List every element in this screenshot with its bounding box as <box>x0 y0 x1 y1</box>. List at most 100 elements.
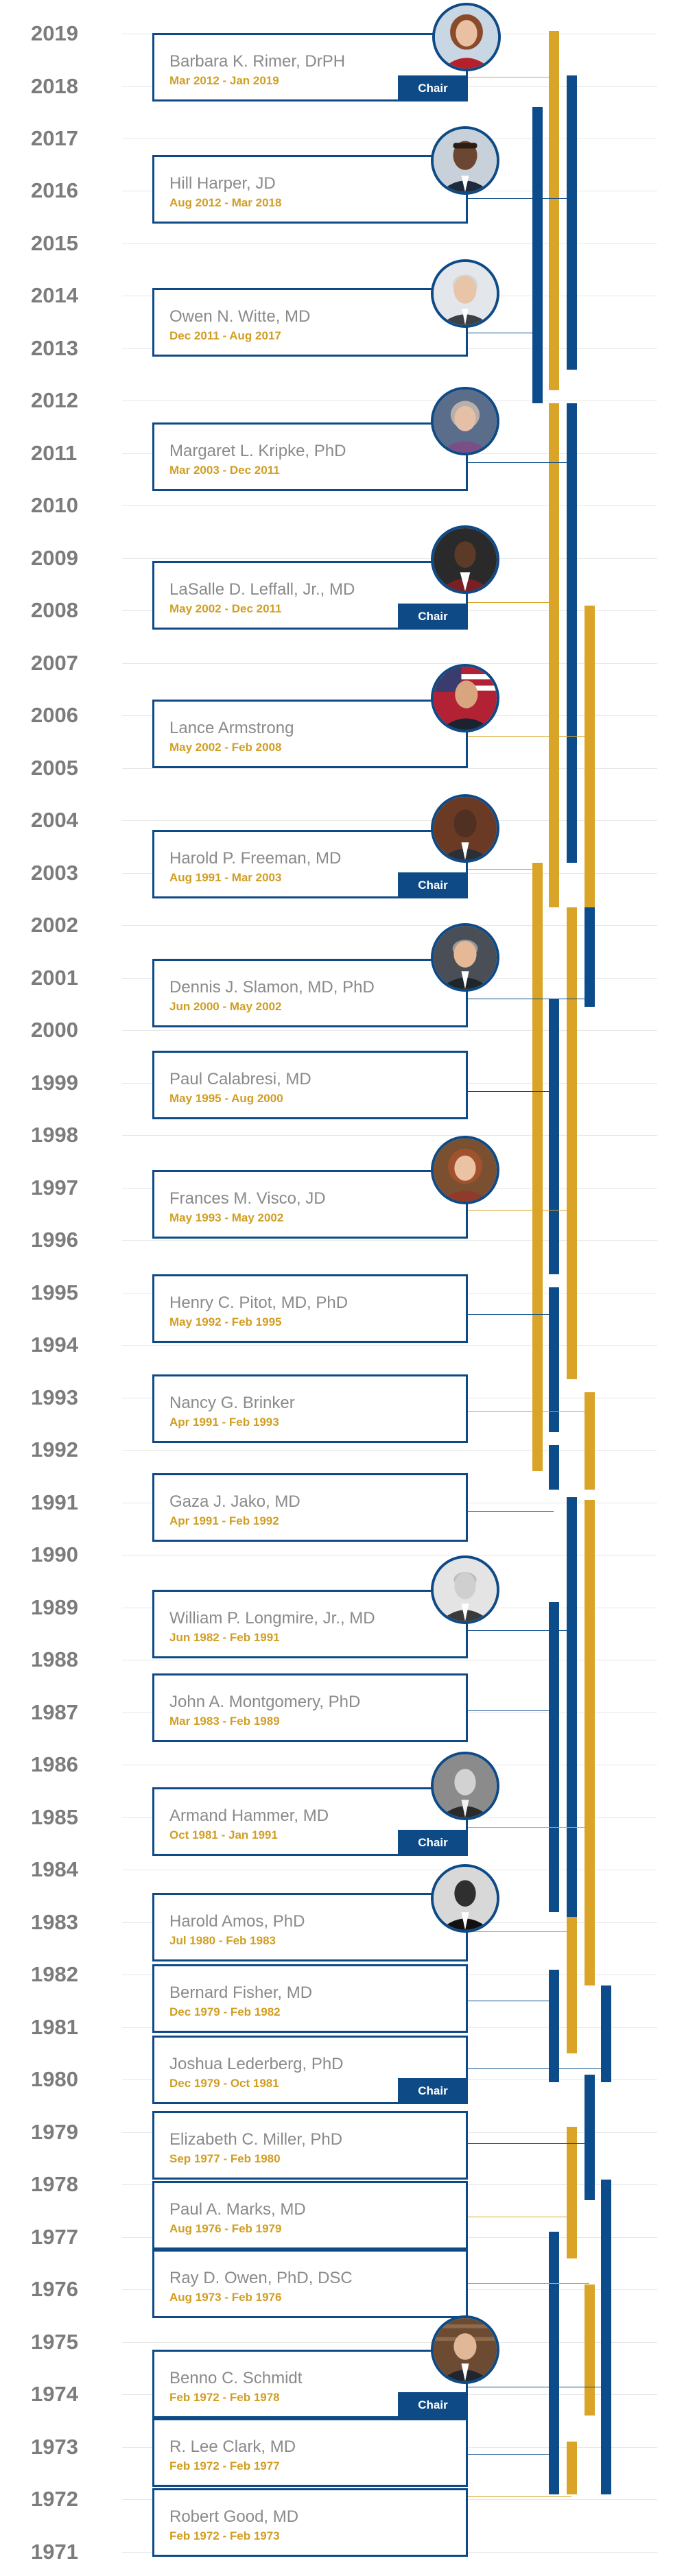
member-term: May 2002 - Feb 2008 <box>169 741 282 754</box>
member-card[interactable]: Bernard Fisher, MD Dec 1979 - Feb 1982 <box>152 1964 468 2033</box>
connector-line <box>468 869 537 870</box>
member-term: Aug 1976 - Feb 1979 <box>169 2222 282 2235</box>
member-name: Dennis J. Slamon, MD, PhD <box>169 978 375 997</box>
term-bar <box>567 1497 577 1952</box>
year-label: 2007 <box>31 651 78 675</box>
member-card[interactable]: Barbara K. Rimer, DrPH Mar 2012 - Jan 20… <box>152 33 468 102</box>
member-term: Dec 1979 - Oct 1981 <box>169 2077 279 2090</box>
member-card[interactable]: Frances M. Visco, JD May 1993 - May 2002 <box>152 1170 468 1239</box>
member-name: Gaza J. Jako, MD <box>169 1492 300 1511</box>
member-card[interactable]: Joshua Lederberg, PhD Dec 1979 - Oct 198… <box>152 2036 468 2104</box>
margaret-kripke-photo <box>431 387 499 455</box>
member-card[interactable]: Nancy G. Brinker Apr 1991 - Feb 1993 <box>152 1374 468 1443</box>
year-label: 1981 <box>31 2015 78 2039</box>
member-card[interactable]: Paul A. Marks, MD Aug 1976 - Feb 1979 <box>152 2181 468 2250</box>
term-bar <box>567 1917 577 2054</box>
frances-visco-photo <box>431 1136 499 1204</box>
member-name: Frances M. Visco, JD <box>169 1189 326 1208</box>
member-name: Bernard Fisher, MD <box>169 1983 313 2002</box>
member-name: Hill Harper, JD <box>169 174 276 193</box>
year-label: 1991 <box>31 1490 78 1514</box>
member-card[interactable]: Dennis J. Slamon, MD, PhD Jun 2000 - May… <box>152 959 468 1027</box>
term-bar <box>549 1287 559 1432</box>
chair-badge: Chair <box>398 1830 468 1856</box>
member-name: Lance Armstrong <box>169 719 294 737</box>
year-gridline <box>122 243 657 244</box>
member-term: Mar 2003 - Dec 2011 <box>169 464 280 477</box>
year-label: 2004 <box>31 808 78 832</box>
chair-badge: Chair <box>398 604 468 630</box>
year-label: 1993 <box>31 1385 78 1409</box>
year-label: 2009 <box>31 546 78 570</box>
year-label: 2008 <box>31 598 78 622</box>
year-label: 1977 <box>31 2225 78 2249</box>
year-label: 2014 <box>31 283 78 307</box>
term-bar <box>601 2179 611 2494</box>
member-card[interactable]: Owen N. Witte, MD Dec 2011 - Aug 2017 <box>152 288 468 357</box>
term-bar <box>532 862 543 1472</box>
member-card[interactable]: Ray D. Owen, PhD, DSC Aug 1973 - Feb 197… <box>152 2250 468 2318</box>
member-term: Mar 1983 - Feb 1989 <box>169 1715 280 1728</box>
chair-badge: Chair <box>398 2392 468 2418</box>
member-name: Margaret L. Kripke, PhD <box>169 442 346 460</box>
member-card[interactable]: Margaret L. Kripke, PhD Mar 2003 - Dec 2… <box>152 422 468 491</box>
barbara-rimer-photo <box>432 3 501 71</box>
member-card[interactable]: Armand Hammer, MD Oct 1981 - Jan 1991 Ch… <box>152 1787 468 1856</box>
member-name: Owen N. Witte, MD <box>169 307 311 326</box>
member-name: Harold Amos, PhD <box>169 1912 305 1931</box>
member-card[interactable]: Elizabeth C. Miller, PhD Sep 1977 - Feb … <box>152 2111 468 2180</box>
term-bar <box>549 31 559 391</box>
year-label: 1999 <box>31 1071 78 1095</box>
chair-badge: Chair <box>398 75 468 102</box>
connector-line <box>468 1314 554 1315</box>
year-label: 1989 <box>31 1595 78 1619</box>
member-card[interactable]: Benno C. Schmidt Feb 1972 - Feb 1978 Cha… <box>152 2350 468 2418</box>
member-card[interactable]: Hill Harper, JD Aug 2012 - Mar 2018 <box>152 155 468 224</box>
connector-line <box>468 1630 571 1631</box>
member-card[interactable]: Lance Armstrong May 2002 - Feb 2008 <box>152 700 468 768</box>
member-card[interactable]: Harold P. Freeman, MD Aug 1991 - Mar 200… <box>152 830 468 898</box>
year-label: 1998 <box>31 1123 78 1147</box>
connector-line <box>468 1827 589 1828</box>
year-gridline <box>122 1345 657 1346</box>
member-name: Barbara K. Rimer, DrPH <box>169 52 346 71</box>
term-bar <box>567 75 577 370</box>
year-label: 1985 <box>31 1805 78 1829</box>
member-term: May 1992 - Feb 1995 <box>169 1315 282 1328</box>
term-bar <box>601 1985 611 2083</box>
year-gridline <box>122 663 657 664</box>
member-name: Joshua Lederberg, PhD <box>169 2055 344 2073</box>
connector-line <box>468 198 571 199</box>
member-card[interactable]: John A. Montgomery, PhD Mar 1983 - Feb 1… <box>152 1673 468 1742</box>
connector-line <box>468 602 554 603</box>
member-card[interactable]: Gaza J. Jako, MD Apr 1991 - Feb 1992 <box>152 1473 468 1542</box>
harold-amos-photo <box>431 1864 499 1933</box>
member-card[interactable]: R. Lee Clark, MD Feb 1972 - Feb 1977 <box>152 2418 468 2487</box>
connector-line <box>468 1710 554 1711</box>
member-card[interactable]: Henry C. Pitot, MD, PhD May 1992 - Feb 1… <box>152 1274 468 1343</box>
member-term: May 1993 - May 2002 <box>169 1211 284 1224</box>
year-label: 1978 <box>31 2172 78 2196</box>
member-card[interactable]: Robert Good, MD Feb 1972 - Feb 1973 <box>152 2488 468 2557</box>
member-name: Harold P. Freeman, MD <box>169 849 342 868</box>
member-card[interactable]: Harold Amos, PhD Jul 1980 - Feb 1983 <box>152 1893 468 1961</box>
member-name: John A. Montgomery, PhD <box>169 1693 361 1711</box>
benno-schmidt-photo <box>431 2315 499 2384</box>
member-name: Armand Hammer, MD <box>169 1806 329 1825</box>
connector-line <box>468 462 571 463</box>
year-gridline <box>122 1240 657 1241</box>
member-card[interactable]: William P. Longmire, Jr., MD Jun 1982 - … <box>152 1590 468 1658</box>
member-term: May 2002 - Dec 2011 <box>169 602 282 615</box>
member-card[interactable]: LaSalle D. Leffall, Jr., MD May 2002 - D… <box>152 561 468 630</box>
term-bar <box>567 403 577 863</box>
term-bar <box>549 1444 559 1490</box>
year-label: 1982 <box>31 1962 78 1986</box>
connector-line <box>468 1511 554 1512</box>
member-term: Feb 1972 - Feb 1978 <box>169 2391 280 2404</box>
member-term: Dec 2011 - Aug 2017 <box>169 329 281 342</box>
member-card[interactable]: Paul Calabresi, MD May 1995 - Aug 2000 <box>152 1051 468 1119</box>
harold-freeman-photo <box>431 794 499 863</box>
year-gridline <box>122 2342 657 2343</box>
year-label: 1972 <box>31 2487 78 2511</box>
